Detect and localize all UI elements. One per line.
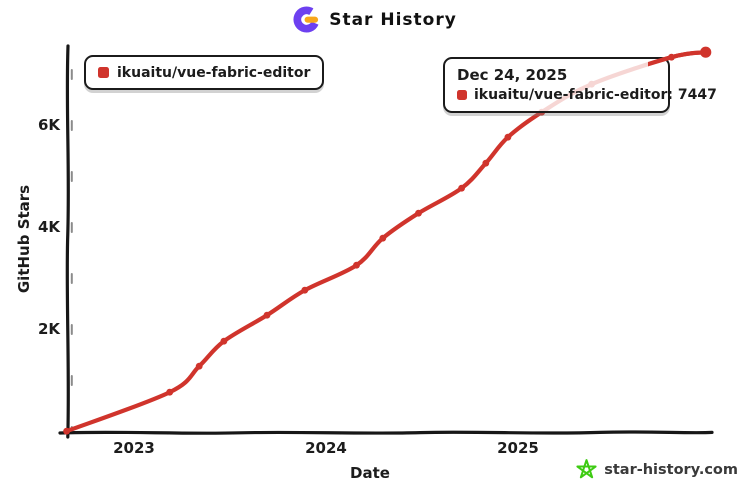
x-tick-label: 2024 <box>305 439 347 457</box>
legend-series-toggle[interactable]: ikuaitu/vue-fabric-editor <box>84 55 325 90</box>
chart-header: Star History <box>0 6 750 33</box>
data-point <box>63 427 70 435</box>
data-point <box>482 159 490 167</box>
data-point <box>668 53 675 61</box>
x-axis-line <box>58 430 714 435</box>
data-point <box>195 362 203 370</box>
tooltip-series-value: ikuaitu/vue-fabric-editor: 7447 <box>474 87 717 103</box>
data-point <box>301 286 309 294</box>
data-point <box>379 234 387 242</box>
y-axis-line <box>65 44 70 439</box>
y-axis-title: GitHub Stars <box>15 184 33 294</box>
data-point <box>353 261 360 269</box>
data-point <box>700 46 712 58</box>
y-tick-label: 4K <box>37 218 60 236</box>
tooltip-date: Dec 24, 2025 <box>457 66 568 84</box>
page-title: Star History <box>329 9 457 30</box>
data-point <box>166 388 174 396</box>
data-point <box>263 311 271 319</box>
tooltip-series-marker-icon <box>457 90 467 100</box>
star-icon <box>576 459 597 479</box>
watermark-text: star-history.com <box>604 461 738 478</box>
tooltip-series-row: ikuaitu/vue-fabric-editor: 7447 <box>457 87 717 103</box>
data-point <box>220 337 228 345</box>
data-point <box>458 184 465 192</box>
y-tick-label: 6K <box>37 116 60 134</box>
legend-series-marker-icon <box>98 67 109 78</box>
x-tick-label: 2023 <box>113 439 155 457</box>
y-tick-label: 2K <box>37 320 60 338</box>
legend-series-label: ikuaitu/vue-fabric-editor <box>117 64 311 81</box>
star-history-logo-icon <box>293 6 320 33</box>
data-point <box>415 209 422 217</box>
star-history-watermark-link[interactable]: star-history.com <box>575 458 738 481</box>
x-tick-label: 2025 <box>497 439 539 457</box>
series-point-markers <box>63 80 595 435</box>
x-axis-title: Date <box>350 464 390 482</box>
series-line-end-overlay <box>648 46 712 67</box>
data-point <box>504 133 512 141</box>
tooltip: Dec 24, 2025 ikuaitu/vue-fabric-editor: … <box>443 57 717 113</box>
